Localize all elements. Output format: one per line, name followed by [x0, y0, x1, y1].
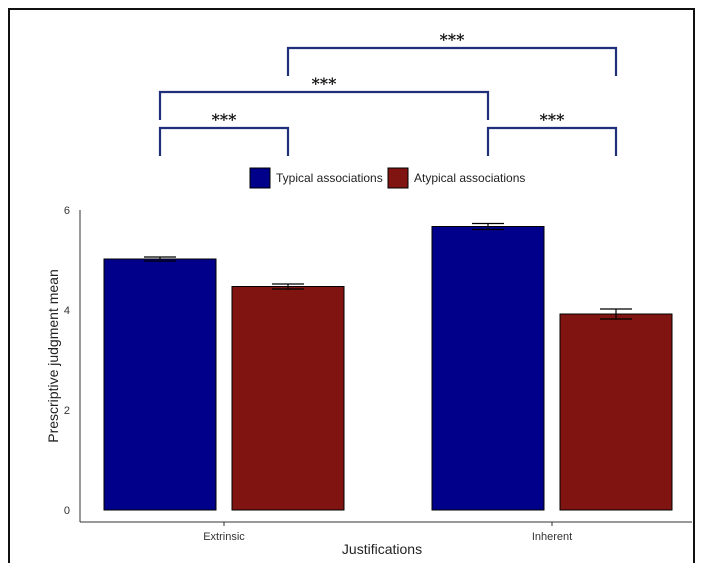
legend-label: Atypical associations [414, 171, 525, 185]
significance-label: *** [211, 110, 237, 129]
y-tick-label: 6 [64, 205, 70, 217]
bars [103, 222, 673, 511]
significance-bracket [158, 90, 490, 120]
x-ticks: Extrinsic Inherent [203, 522, 572, 543]
significance-bracket [486, 126, 618, 156]
significance-label: *** [539, 110, 565, 129]
significance-label: *** [311, 74, 337, 93]
axes [79, 210, 692, 523]
legend: Typical associations Atypical association… [249, 167, 525, 189]
bar [431, 226, 545, 511]
bar [103, 258, 217, 511]
x-axis-title: Justifications [342, 541, 422, 557]
x-tick-label: Extrinsic [203, 531, 245, 543]
legend-label: Typical associations [276, 171, 383, 185]
legend-swatch [387, 167, 409, 189]
y-ticks: 0 2 4 6 [64, 205, 70, 517]
significance-bracket [286, 46, 618, 76]
bar [231, 286, 345, 511]
y-tick-label: 2 [64, 405, 70, 417]
y-tick-label: 0 [64, 505, 70, 517]
y-axis-title: Prescriptive judgment mean [45, 269, 61, 443]
x-tick-label: Inherent [532, 531, 572, 543]
legend-swatch [249, 167, 271, 189]
significance-brackets: *** *** *** *** [158, 30, 618, 156]
significance-label: *** [439, 30, 465, 49]
significance-bracket [158, 126, 290, 156]
bar [559, 313, 673, 511]
y-tick-label: 4 [64, 305, 70, 317]
figure-frame [8, 8, 695, 563]
